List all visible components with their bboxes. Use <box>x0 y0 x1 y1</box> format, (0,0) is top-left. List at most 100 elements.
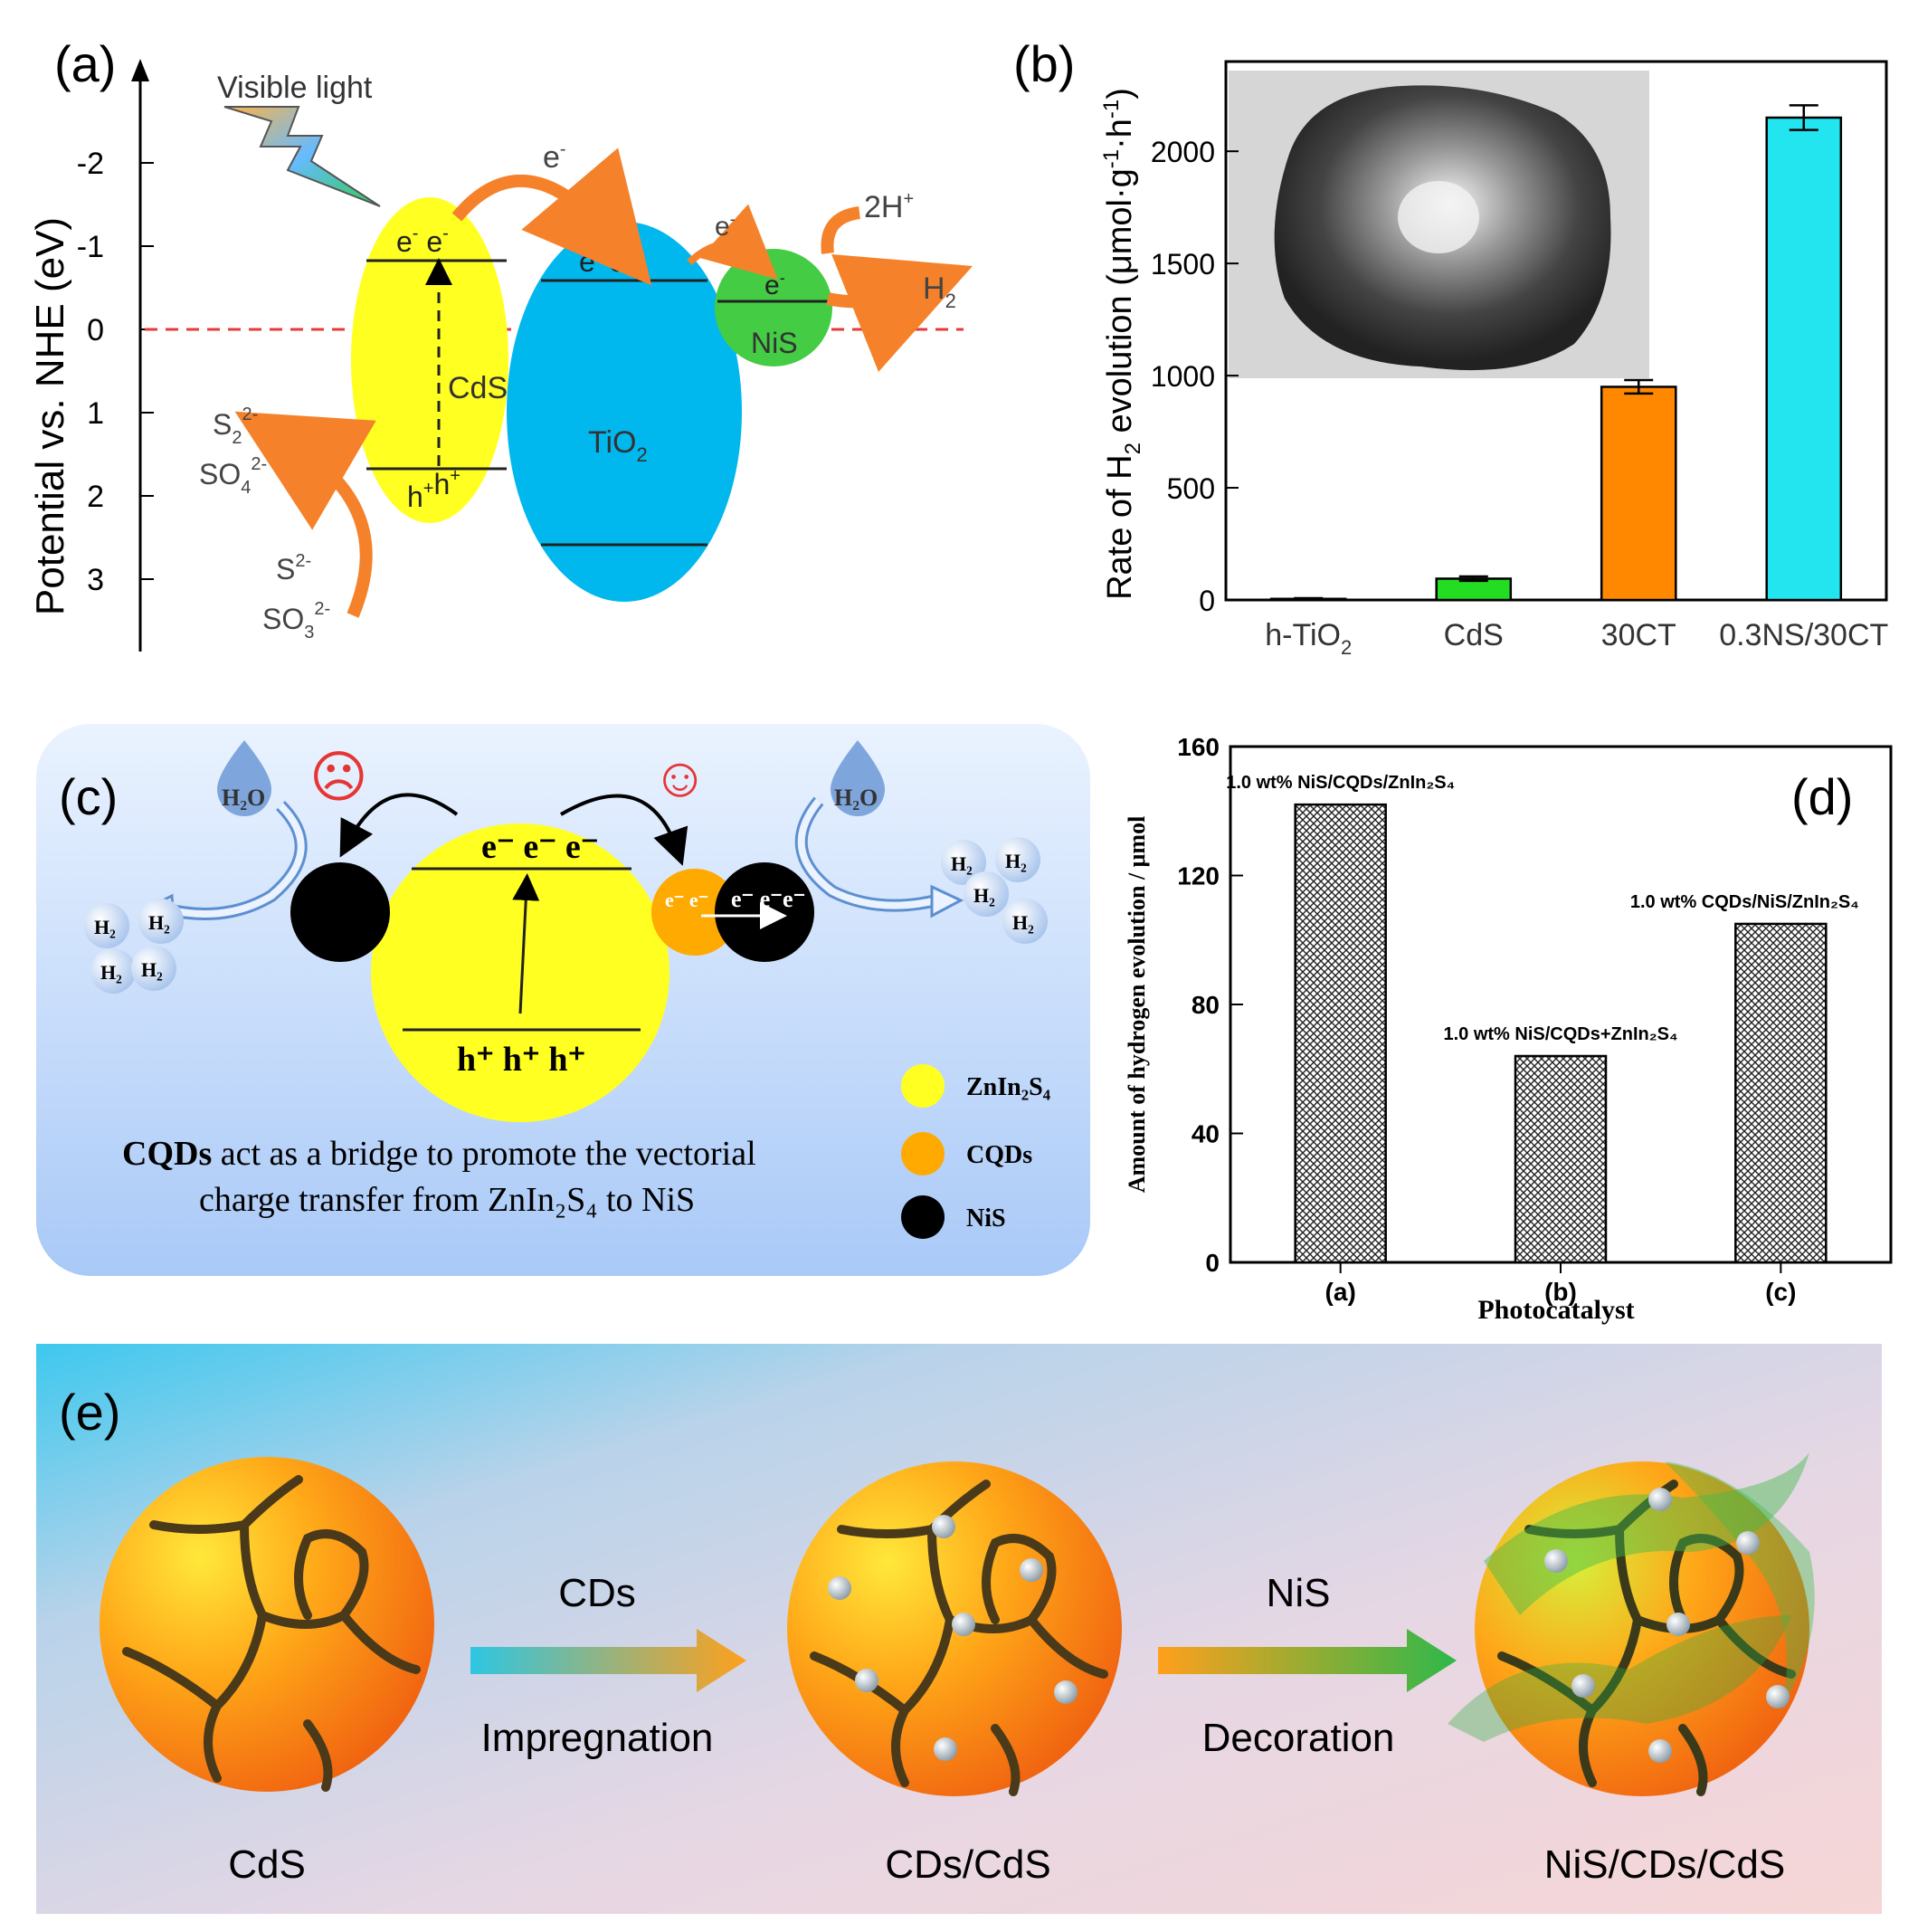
cd-particle <box>1054 1680 1078 1704</box>
panel-b-label: (b) <box>1013 35 1075 92</box>
h2-bubble <box>84 903 129 948</box>
legend-label-cqds: CQDs <box>966 1141 1032 1169</box>
impregnation-arrow <box>470 1629 746 1692</box>
y-tick-label: 160 <box>1177 733 1220 761</box>
sad-face-icon: ☹ <box>309 747 368 809</box>
h2-bubble <box>941 840 986 885</box>
bar <box>1600 385 1677 602</box>
h2-bubble <box>1002 899 1048 944</box>
cds-cds-sphere <box>787 1461 1122 1796</box>
znin2s4-to-nis-direct-arrow <box>339 793 459 858</box>
visible-light-label: Visible light <box>217 71 373 105</box>
cds-sphere <box>100 1457 434 1792</box>
h2-bubble <box>964 871 1009 917</box>
tio2-ellipse <box>507 222 742 602</box>
bar-data-label: 1.0 wt% CQDs/NiS/ZnIn₂S₄ <box>1630 892 1859 912</box>
nis-to-h2-arrow <box>821 213 914 301</box>
y-tick-label: 0 <box>1199 585 1215 617</box>
decoration-arrow <box>1158 1629 1457 1692</box>
so3-label: SO32- <box>262 599 330 642</box>
caption-line-1: CQDs act as a bridge to promote the vect… <box>122 1135 756 1173</box>
panel-e-synthesis-scheme: (e) CdS CDs Impregnation CDs/CdS NiS Dec… <box>36 1344 1882 1914</box>
h2-bubble <box>138 899 184 944</box>
bar <box>1765 116 1843 602</box>
nis-particle-left <box>290 862 390 962</box>
cd-particle <box>932 1515 955 1538</box>
nis-sheet <box>1665 1461 1815 1706</box>
tio2-label: TiO2 <box>588 425 648 466</box>
nis-particle-right <box>715 862 814 962</box>
h2-bubble-label: H₂ <box>94 916 116 938</box>
cd-particle <box>1648 1739 1672 1763</box>
y-tick-label: 2000 <box>1151 136 1215 168</box>
h2-bubble <box>131 946 176 991</box>
tick-label: -2 <box>77 147 104 181</box>
chart-frame <box>1224 60 1888 602</box>
legend-swatch-cqds <box>901 1132 945 1175</box>
cds-electrons: e- e- <box>396 224 449 258</box>
caption-line-2: charge transfer from ZnIn₂S₄ to NiS <box>199 1181 695 1219</box>
lightning-bolt-icon <box>223 106 381 207</box>
tick-label: 0 <box>87 313 104 347</box>
right-arrowhead <box>930 884 964 918</box>
h2-bubble-label: H₂ <box>1005 850 1027 872</box>
crack-network <box>122 1475 421 1792</box>
bar <box>1514 1054 1608 1264</box>
s2-2-label: S22- <box>213 404 258 448</box>
x-category-label: h-TiO2 <box>1265 618 1352 659</box>
bar-data-label: 1.0 wt% NiS/CQDs+ZnIn₂S₄ <box>1443 1024 1677 1044</box>
cds-label: CdS <box>448 371 508 405</box>
cd-particle <box>952 1613 975 1636</box>
x-category-label: CdS <box>1444 618 1504 652</box>
x-category-label: 30CT <box>1601 618 1676 652</box>
y-ticks: 0 40 80 120 160 <box>1177 733 1243 1277</box>
h2o-right-label: H₂O <box>834 785 878 811</box>
transfer-electron-label: e- <box>543 139 566 175</box>
cd-particle <box>934 1737 957 1761</box>
bar <box>1734 922 1828 1264</box>
tick-label: 2 <box>87 480 104 514</box>
cd-particle <box>1648 1488 1672 1511</box>
nis-electrons: e⁻ e⁻e⁻ <box>731 886 805 912</box>
cds-to-tio2-arrow <box>451 148 652 286</box>
stage-label-nis-cds-cds: NiS/CDs/CdS <box>1544 1842 1786 1887</box>
x-category-label: (c) <box>1765 1278 1796 1306</box>
nis-label: NiS <box>751 327 798 359</box>
y-axis-title: Amount of hydrogen evolution / μmol <box>1124 816 1150 1194</box>
y-tick-label: 40 <box>1192 1120 1220 1148</box>
h2-bubble <box>90 948 136 994</box>
nis-cds-cds-sphere <box>1448 1452 1815 1796</box>
znin2s4-particle <box>371 823 669 1122</box>
cd-particle <box>828 1576 851 1600</box>
legend-label-nis: NiS <box>966 1204 1006 1232</box>
h2-bubble-label: H₂ <box>973 884 995 907</box>
tick-label: 3 <box>87 563 104 597</box>
s2-label: S2- <box>276 551 311 585</box>
panel-c-mechanism: (c) H₂O H₂O H₂ H₂ H₂ H₂ H₂ H₂ H₂ H₂ ☹ ☺ … <box>36 724 1090 1276</box>
x-category-labels: h-TiO2 CdS 30CT 0.3NS/30CT <box>1265 618 1888 659</box>
tick-label: -1 <box>77 230 104 264</box>
tio2-to-nis-arrow <box>687 204 778 280</box>
stage-label-cds: CdS <box>228 1842 306 1887</box>
x-category-label: (b) <box>1544 1278 1577 1306</box>
panel-e-label: (e) <box>59 1384 120 1441</box>
y-axis-arrowhead <box>131 59 149 81</box>
stage-label-cds-cds: CDs/CdS <box>885 1842 1050 1887</box>
legend-label-znin2s4: ZnIn₂S₄ <box>966 1073 1051 1101</box>
bar <box>1294 803 1387 1264</box>
nis-sheet <box>1448 1615 1791 1742</box>
panel-a-label: (a) <box>54 35 116 92</box>
y-tick-label: 120 <box>1177 862 1220 890</box>
left-h2-release-arrow-inner <box>166 803 305 918</box>
x-axis-title: Photocatalyst <box>1477 1295 1634 1325</box>
y-axis-title: Potential vs. NHE (eV) <box>28 217 72 615</box>
hydrogen-label: H2 <box>923 271 956 312</box>
water-droplet-icon <box>831 740 885 816</box>
panel-d-bar-chart: (d) Amount of hydrogen evolution / μmol … <box>1124 733 1893 1325</box>
znin2s4-holes: h⁺ h⁺ h⁺ <box>457 1041 586 1079</box>
h2-bubble-label: H₂ <box>148 911 170 934</box>
cd-particle <box>855 1669 878 1692</box>
y-ticks: -2 -1 0 1 2 3 <box>77 147 154 597</box>
h2-bubble-label: H₂ <box>100 961 122 984</box>
cd-particle <box>1666 1613 1690 1636</box>
